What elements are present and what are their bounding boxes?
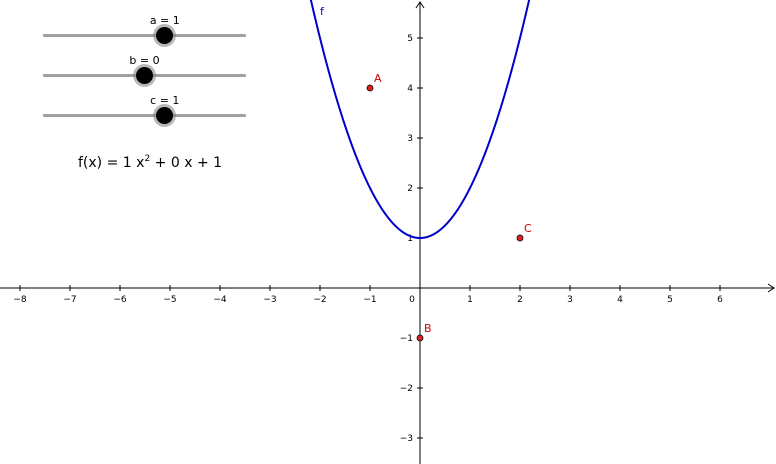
point-a[interactable]: A (366, 72, 382, 92)
formula-var-2: x (184, 155, 193, 171)
point-label: A (374, 72, 382, 85)
x-tick-label: −7 (63, 295, 76, 305)
x-tick-label: −6 (113, 295, 127, 305)
formula-b-coef: 0 (170, 155, 180, 171)
point-marker[interactable] (366, 84, 374, 92)
y-tick-label: −1 (400, 334, 413, 344)
function-f-curve[interactable] (295, 0, 545, 240)
y-tick-label: 1 (407, 234, 413, 244)
point-marker[interactable] (516, 234, 524, 242)
y-tick-label: 3 (407, 134, 413, 144)
formula-equals: = (106, 155, 119, 171)
y-tick-label: 5 (407, 34, 413, 44)
slider-b-label: b = 0 (129, 54, 160, 67)
y-tick-label: −3 (400, 434, 413, 444)
x-tick-label: −2 (313, 295, 326, 305)
formula-c-const: 1 (213, 155, 223, 171)
x-tick-label: −1 (363, 295, 376, 305)
formula-plus-1: + (154, 155, 167, 171)
slider-b[interactable]: b = 0 (43, 54, 246, 88)
formula-plus-2: + (196, 155, 209, 171)
x-axis-arrow (767, 283, 775, 293)
slider-a-track[interactable] (43, 34, 246, 37)
slider-c-knob[interactable] (156, 107, 174, 124)
function-graph[interactable]: f (295, 0, 545, 240)
slider-a-label: a = 1 (149, 14, 180, 27)
x-tick-label: −8 (13, 295, 27, 305)
slider-c-label: c = 1 (150, 94, 180, 107)
y-axis-arrow (415, 1, 425, 9)
x-tick-label: 0 (409, 295, 415, 305)
slider-a-knob[interactable] (156, 27, 174, 44)
x-tick-label: 5 (667, 295, 673, 305)
y-tick-label: −2 (400, 384, 413, 394)
formula-a-coef: 1 (122, 155, 132, 171)
point-b[interactable]: B (416, 322, 432, 342)
x-tick-label: 1 (467, 295, 473, 305)
x-tick-label: −3 (263, 295, 276, 305)
x-tick-label: 4 (617, 295, 623, 305)
slider-a[interactable]: a = 1 (43, 14, 246, 48)
points[interactable]: A B C (366, 72, 532, 342)
slider-c[interactable]: c = 1 (43, 94, 246, 128)
point-marker[interactable] (416, 334, 424, 342)
y-tick-label: 4 (407, 84, 413, 94)
point-label: C (524, 222, 532, 235)
slider-c-track[interactable] (43, 114, 246, 117)
slider-b-knob[interactable] (136, 67, 153, 84)
x-tick-label: 6 (717, 295, 723, 305)
formula-var: x (136, 155, 145, 171)
point-c[interactable]: C (516, 222, 532, 242)
x-tick-label: −5 (163, 295, 176, 305)
formula-lhs: f(x) (78, 155, 103, 171)
point-label: B (424, 322, 432, 335)
y-tick-label: 2 (407, 184, 413, 194)
x-tick-label: −4 (213, 295, 227, 305)
function-f-label: f (320, 5, 325, 18)
x-tick-label: 2 (517, 295, 523, 305)
x-tick-label: 3 (567, 295, 573, 305)
formula-exponent: 2 (144, 154, 151, 164)
function-formula-text: f(x) = 1 x2 + 0 x + 1 (78, 154, 222, 171)
